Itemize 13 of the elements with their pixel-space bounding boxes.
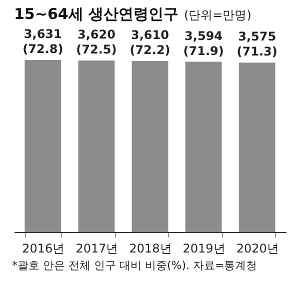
data-label: 3,575 (71.3): [236, 30, 278, 59]
chart-subtitle: (단위=만명): [184, 8, 252, 22]
data-label: 3,594 (71.9): [183, 28, 224, 58]
data-label: 3,620 (72.5): [76, 28, 117, 57]
chart-title: 15~64세 생산연령인구: [14, 5, 179, 23]
data-label: 3,631 (72.8): [22, 27, 64, 56]
x-tick-label: 2016년: [22, 242, 65, 256]
x-tick-label: 2018년: [129, 242, 172, 256]
x-tick-label: 2020년: [236, 242, 279, 256]
x-tick-label: 2017년: [76, 242, 118, 256]
data-label: 3,610 (72.2): [130, 28, 170, 57]
x-tick-label: 2019년: [182, 242, 226, 256]
text: *괄호 안은 전체 인구 대비 비중(%). 자료=통계청: [12, 259, 258, 272]
